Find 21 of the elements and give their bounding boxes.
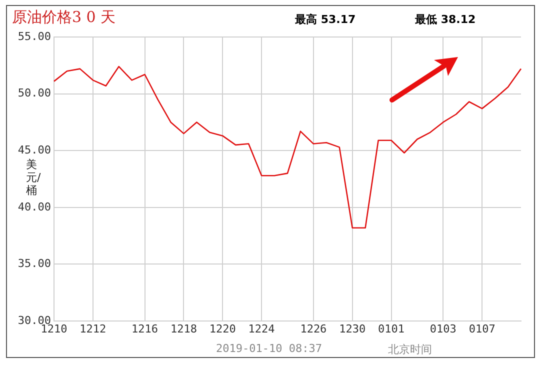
y-tick-label: 45.00 [18, 143, 51, 156]
x-tick-label: 1218 [170, 322, 197, 336]
x-tick-label: 1212 [80, 322, 106, 336]
x-tick-label: 1220 [209, 322, 236, 336]
text: 2019-01-10 08:37 [216, 342, 322, 355]
x-tick-label: 1230 [339, 322, 366, 336]
y-tick-label: 35.00 [18, 257, 51, 270]
text: 最高 53.17 [295, 12, 356, 27]
x-tick-label: 1226 [300, 322, 327, 336]
text: 北京时间 [388, 342, 432, 357]
x-tick-label: 0101 [378, 322, 405, 336]
y-tick-label: 55.00 [18, 30, 51, 43]
y-tick-label: 40.00 [18, 200, 51, 214]
y-axis-title: 美元/桶 [26, 158, 41, 197]
x-tick-label: 1224 [248, 322, 276, 336]
x-tick-label: 0103 [430, 322, 456, 336]
text: 最低 38.12 [415, 12, 476, 27]
x-tick-label: 0107 [468, 322, 496, 336]
x-tick-label: 1216 [132, 322, 158, 336]
chart-title: 原油价格3 0 天 [12, 8, 116, 27]
y-tick-label: 50.00 [18, 86, 51, 100]
